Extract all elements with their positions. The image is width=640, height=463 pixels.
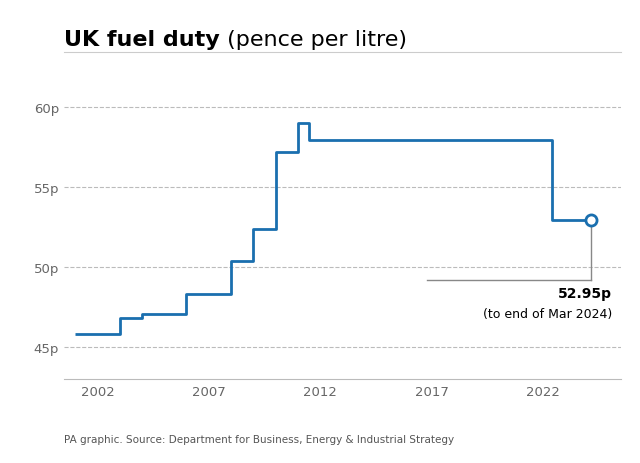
Text: PA graphic. Source: Department for Business, Energy & Industrial Strategy: PA graphic. Source: Department for Busin… xyxy=(64,434,454,444)
Text: (to end of Mar 2024): (to end of Mar 2024) xyxy=(483,307,612,320)
Text: UK fuel duty: UK fuel duty xyxy=(64,30,220,50)
Text: (pence per litre): (pence per litre) xyxy=(220,30,407,50)
Text: 52.95p: 52.95p xyxy=(558,287,612,301)
